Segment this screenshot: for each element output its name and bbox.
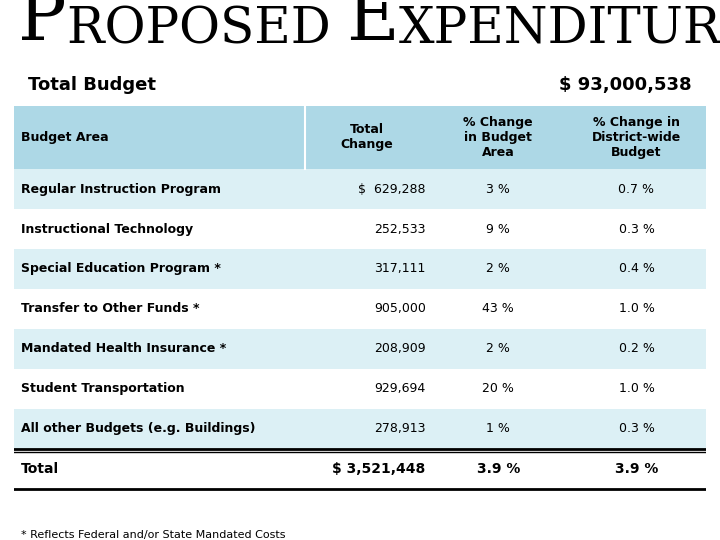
Text: Instructional Technology: Instructional Technology bbox=[22, 222, 194, 235]
Text: 278,913: 278,913 bbox=[374, 422, 426, 435]
Bar bbox=[14, 209, 706, 249]
Text: XPENDITURES: XPENDITURES bbox=[399, 5, 720, 55]
Text: 0.4 %: 0.4 % bbox=[618, 262, 654, 275]
Bar bbox=[14, 449, 706, 489]
Text: P: P bbox=[18, 0, 67, 55]
Text: E: E bbox=[346, 0, 399, 55]
Text: 3.9 %: 3.9 % bbox=[615, 462, 658, 476]
Text: % Change in
District-wide
Budget: % Change in District-wide Budget bbox=[592, 116, 681, 159]
Bar bbox=[14, 169, 706, 209]
Text: 43 %: 43 % bbox=[482, 302, 514, 315]
Text: * Reflects Federal and/or State Mandated Costs: * Reflects Federal and/or State Mandated… bbox=[22, 530, 286, 540]
Text: 929,694: 929,694 bbox=[374, 382, 426, 395]
Text: 0.7 %: 0.7 % bbox=[618, 183, 654, 195]
Text: 3 %: 3 % bbox=[486, 183, 510, 195]
Text: % Change
in Budget
Area: % Change in Budget Area bbox=[464, 116, 533, 159]
Bar bbox=[14, 369, 706, 409]
Text: Student Transportation: Student Transportation bbox=[22, 382, 185, 395]
Text: 2 %: 2 % bbox=[486, 262, 510, 275]
Text: Mandated Health Insurance *: Mandated Health Insurance * bbox=[22, 342, 227, 355]
Text: 252,533: 252,533 bbox=[374, 222, 426, 235]
Text: 0.3 %: 0.3 % bbox=[618, 422, 654, 435]
Text: Transfer to Other Funds *: Transfer to Other Funds * bbox=[22, 302, 200, 315]
Bar bbox=[14, 289, 706, 329]
Bar bbox=[14, 65, 706, 106]
Text: Total
Change: Total Change bbox=[341, 123, 393, 151]
Text: Regular Instruction Program: Regular Instruction Program bbox=[22, 183, 221, 195]
Text: 0.2 %: 0.2 % bbox=[618, 342, 654, 355]
Text: Budget Area: Budget Area bbox=[22, 131, 109, 144]
Text: $ 93,000,538: $ 93,000,538 bbox=[559, 76, 692, 94]
Bar bbox=[14, 409, 706, 449]
Text: 1 %: 1 % bbox=[486, 422, 510, 435]
Bar bbox=[14, 106, 706, 169]
Text: Special Education Program *: Special Education Program * bbox=[22, 262, 221, 275]
Text: 1.0 %: 1.0 % bbox=[618, 302, 654, 315]
Text: $  629,288: $ 629,288 bbox=[358, 183, 426, 195]
Text: 208,909: 208,909 bbox=[374, 342, 426, 355]
Text: All other Budgets (e.g. Buildings): All other Budgets (e.g. Buildings) bbox=[22, 422, 256, 435]
Text: 317,111: 317,111 bbox=[374, 262, 426, 275]
Text: Total: Total bbox=[22, 462, 60, 476]
Text: 0.3 %: 0.3 % bbox=[618, 222, 654, 235]
Text: 1.0 %: 1.0 % bbox=[618, 382, 654, 395]
Text: 3.9 %: 3.9 % bbox=[477, 462, 520, 476]
Bar bbox=[14, 249, 706, 289]
Text: ROPOSED: ROPOSED bbox=[67, 5, 346, 55]
Bar bbox=[14, 329, 706, 369]
Text: 905,000: 905,000 bbox=[374, 302, 426, 315]
Text: 2 %: 2 % bbox=[486, 342, 510, 355]
Text: Total Budget: Total Budget bbox=[28, 76, 156, 94]
Text: 20 %: 20 % bbox=[482, 382, 514, 395]
Text: 9 %: 9 % bbox=[486, 222, 510, 235]
Text: $ 3,521,448: $ 3,521,448 bbox=[333, 462, 426, 476]
